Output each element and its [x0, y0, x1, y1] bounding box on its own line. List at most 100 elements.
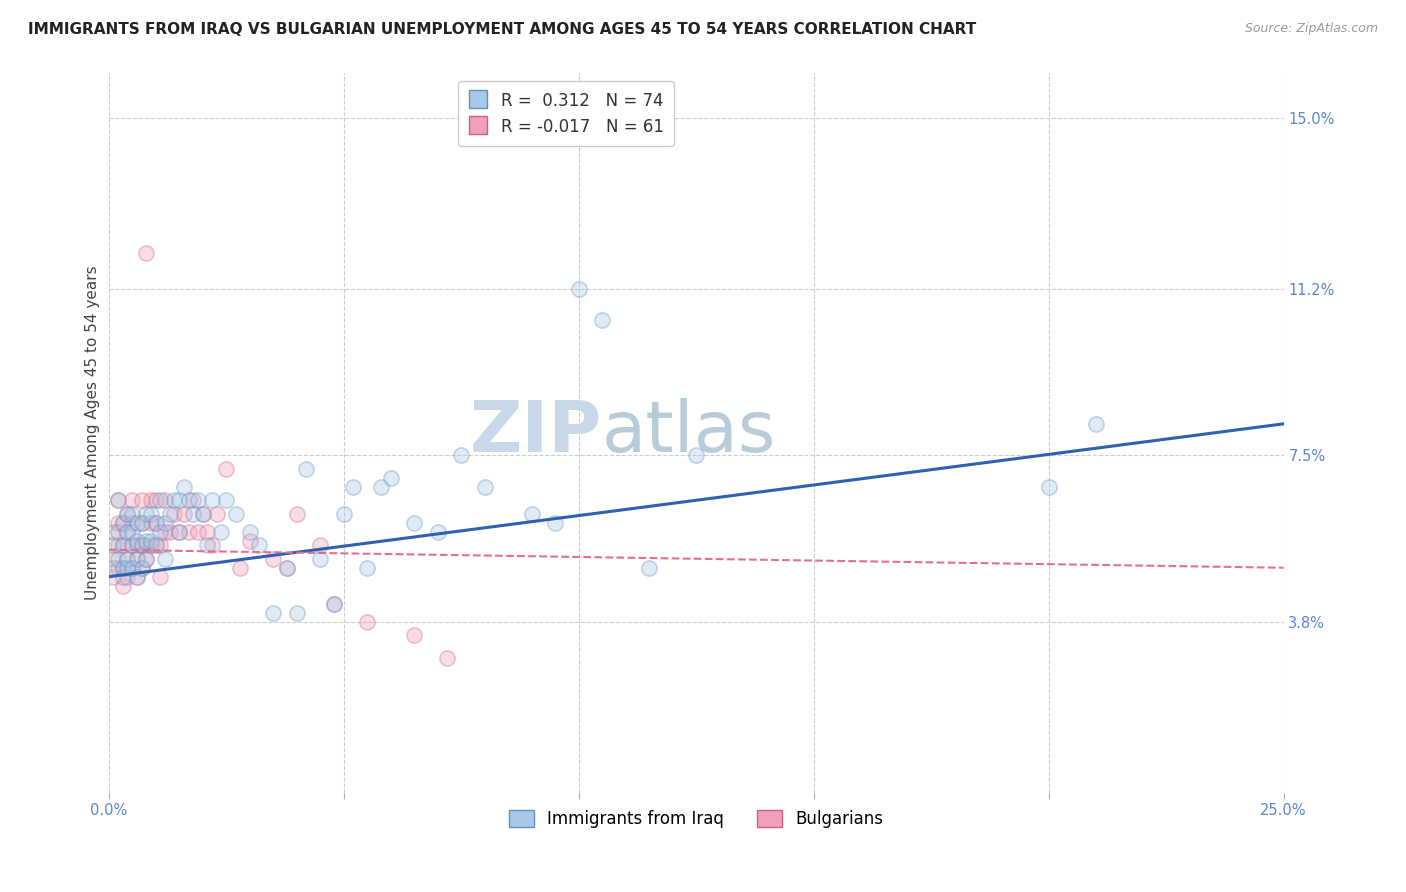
Point	[544, 516, 567, 530]
Point	[117, 551, 139, 566]
Point	[111, 579, 134, 593]
Text: IMMIGRANTS FROM IRAQ VS BULGARIAN UNEMPLOYMENT AMONG AGES 45 TO 54 YEARS CORRELA: IMMIGRANTS FROM IRAQ VS BULGARIAN UNEMPL…	[28, 22, 976, 37]
Point	[125, 533, 148, 548]
Point	[173, 480, 195, 494]
Point	[121, 493, 143, 508]
Point	[187, 493, 209, 508]
Point	[149, 524, 172, 539]
Point	[103, 570, 125, 584]
Point	[309, 551, 332, 566]
Point	[117, 524, 139, 539]
Point	[153, 524, 176, 539]
Point	[131, 493, 153, 508]
Point	[145, 493, 167, 508]
Point	[103, 538, 125, 552]
Point	[139, 533, 162, 548]
Point	[131, 538, 153, 552]
Point	[191, 507, 214, 521]
Point	[685, 448, 707, 462]
Point	[426, 524, 449, 539]
Point	[167, 524, 190, 539]
Point	[111, 516, 134, 530]
Point	[276, 560, 298, 574]
Point	[103, 560, 125, 574]
Point	[117, 507, 139, 521]
Point	[201, 538, 224, 552]
Point	[262, 551, 284, 566]
Point	[229, 560, 252, 574]
Point	[323, 597, 346, 611]
Point	[474, 480, 496, 494]
Point	[638, 560, 661, 574]
Point	[187, 524, 209, 539]
Point	[125, 516, 148, 530]
Point	[262, 606, 284, 620]
Point	[370, 480, 392, 494]
Point	[135, 551, 157, 566]
Point	[1038, 480, 1060, 494]
Point	[356, 615, 378, 629]
Point	[121, 507, 143, 521]
Point	[103, 551, 125, 566]
Point	[121, 538, 143, 552]
Point	[215, 493, 238, 508]
Point	[117, 551, 139, 566]
Point	[1084, 417, 1107, 431]
Point	[145, 516, 167, 530]
Point	[139, 538, 162, 552]
Point	[121, 560, 143, 574]
Point	[225, 507, 247, 521]
Point	[568, 282, 591, 296]
Point	[323, 597, 346, 611]
Point	[591, 313, 613, 327]
Point	[215, 462, 238, 476]
Point	[135, 246, 157, 260]
Point	[135, 538, 157, 552]
Point	[247, 538, 270, 552]
Legend: Immigrants from Iraq, Bulgarians: Immigrants from Iraq, Bulgarians	[502, 803, 890, 835]
Point	[520, 507, 543, 521]
Point	[135, 551, 157, 566]
Point	[107, 516, 129, 530]
Point	[125, 551, 148, 566]
Point	[239, 524, 262, 539]
Point	[107, 493, 129, 508]
Text: ZIP: ZIP	[470, 399, 602, 467]
Point	[145, 516, 167, 530]
Point	[181, 507, 204, 521]
Point	[117, 560, 139, 574]
Point	[135, 533, 157, 548]
Point	[121, 538, 143, 552]
Point	[131, 516, 153, 530]
Point	[276, 560, 298, 574]
Point	[342, 480, 364, 494]
Point	[450, 448, 472, 462]
Point	[195, 538, 218, 552]
Point	[153, 493, 176, 508]
Point	[125, 570, 148, 584]
Point	[177, 524, 200, 539]
Point	[163, 493, 186, 508]
Point	[121, 516, 143, 530]
Point	[125, 570, 148, 584]
Point	[107, 551, 129, 566]
Point	[111, 538, 134, 552]
Text: atlas: atlas	[602, 399, 776, 467]
Point	[285, 606, 308, 620]
Point	[295, 462, 318, 476]
Point	[111, 538, 134, 552]
Point	[111, 560, 134, 574]
Point	[201, 493, 224, 508]
Point	[167, 524, 190, 539]
Point	[107, 560, 129, 574]
Point	[117, 507, 139, 521]
Point	[125, 538, 148, 552]
Point	[111, 560, 134, 574]
Point	[167, 493, 190, 508]
Point	[131, 560, 153, 574]
Point	[195, 524, 218, 539]
Point	[103, 524, 125, 539]
Point	[153, 551, 176, 566]
Point	[356, 560, 378, 574]
Point	[107, 493, 129, 508]
